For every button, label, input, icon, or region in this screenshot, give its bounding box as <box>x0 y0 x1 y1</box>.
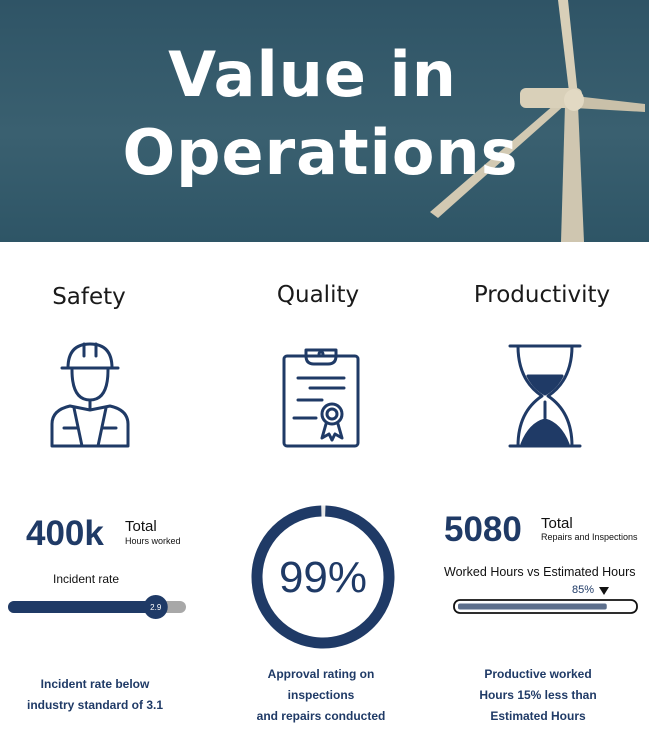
incident-rate-slider: 2.9 <box>8 595 186 619</box>
productivity-progress-bar <box>453 599 638 614</box>
hero-title-line1: Value in <box>168 38 457 111</box>
hero-banner: Value in Operations <box>0 0 649 242</box>
ring-arc <box>251 505 395 649</box>
safety-stat-label: Total <box>125 518 157 535</box>
safety-stat-value: 400k <box>26 514 104 553</box>
construction-worker-icon <box>50 342 130 448</box>
slider-fill <box>8 601 156 613</box>
productivity-stat-value: 5080 <box>444 510 522 549</box>
safety-title: Safety <box>52 284 126 310</box>
quality-footer: Approval rating on inspections and repai… <box>256 667 386 723</box>
productivity-footer: Productive worked Hours 15% less than Es… <box>479 667 597 723</box>
quality-percent: 99% <box>279 553 367 602</box>
incident-rate-label: Incident rate <box>53 572 120 586</box>
triangle-down-icon <box>599 587 609 595</box>
productivity-stat-label: Total <box>541 515 573 532</box>
wind-turbine-image <box>430 0 645 242</box>
quality-ring-chart: 99% <box>251 505 395 649</box>
worked-vs-estimated-label: Worked Hours vs Estimated Hours <box>444 565 636 579</box>
slider-knob <box>143 595 168 619</box>
progress-percent-label: 85% <box>572 584 595 596</box>
progress-fill <box>458 603 607 610</box>
hero-title-line2: Operations <box>122 116 519 189</box>
slider-knob-value: 2.9 <box>150 603 162 612</box>
hourglass-icon <box>508 344 582 448</box>
safety-footer: Incident rate below industry standard of… <box>26 677 164 712</box>
certificate-clipboard-icon <box>282 348 360 448</box>
quality-title: Quality <box>276 282 360 308</box>
productivity-stat-sublabel: Repairs and Inspections <box>541 532 638 542</box>
safety-stat-sublabel: Hours worked <box>125 536 181 546</box>
productivity-title: Productivity <box>473 282 611 308</box>
